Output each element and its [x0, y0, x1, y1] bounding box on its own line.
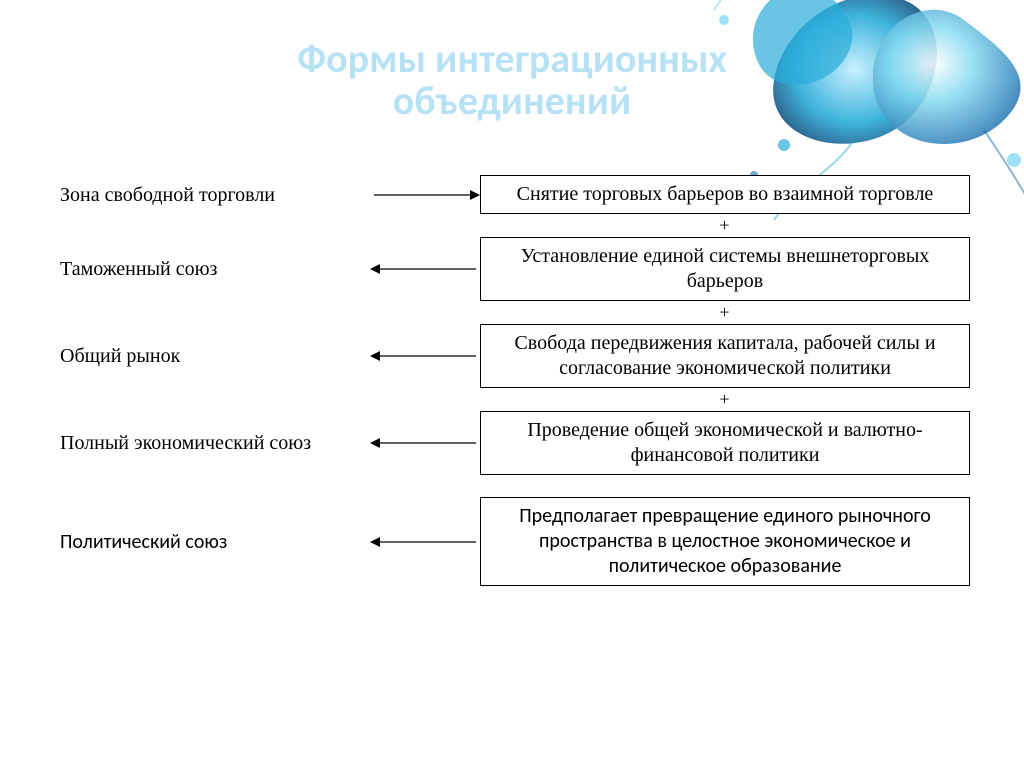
box-political-formation: Предполагает превращение единого рыночно… [480, 497, 970, 586]
box-monetary-policy: Проведение общей экономической и валютно… [480, 411, 970, 475]
row-3: Общий рынок Свобода передвижения капитал… [60, 324, 970, 388]
plus-3: + [479, 389, 970, 410]
diagram-content: Зона свободной торговли Снятие торговых … [60, 175, 970, 586]
title-line2: объединений [0, 80, 1024, 122]
arrow-5 [370, 532, 480, 552]
plus-1: + [479, 215, 970, 236]
arrow-2 [370, 259, 480, 279]
arrow-4 [370, 433, 480, 453]
label-common-market: Общий рынок [60, 344, 370, 368]
label-economic-union: Полный экономический союз [60, 431, 370, 455]
box-capital-labor: Свобода передвижения капитала, рабочей с… [480, 324, 970, 388]
box-external-barriers: Установление единой системы внешнеторгов… [480, 237, 970, 301]
arrow-3 [370, 346, 480, 366]
label-customs-union: Таможенный союз [60, 257, 370, 281]
plus-2: + [479, 302, 970, 323]
box-trade-barriers: Снятие торговых барьеров во взаимной тор… [480, 175, 970, 214]
label-free-trade-zone: Зона свободной торговли [60, 183, 370, 207]
row-5: Политический союз Предполагает превращен… [60, 497, 970, 586]
row-4: Полный экономический союз Проведение общ… [60, 411, 970, 475]
row-1: Зона свободной торговли Снятие торговых … [60, 175, 970, 214]
row-2: Таможенный союз Установление единой сист… [60, 237, 970, 301]
label-political-union: Политический союз [60, 530, 370, 554]
title-line1: Формы интеграционных [0, 38, 1024, 80]
arrow-1 [370, 185, 480, 205]
slide-title: Формы интеграционных объединений [0, 38, 1024, 122]
